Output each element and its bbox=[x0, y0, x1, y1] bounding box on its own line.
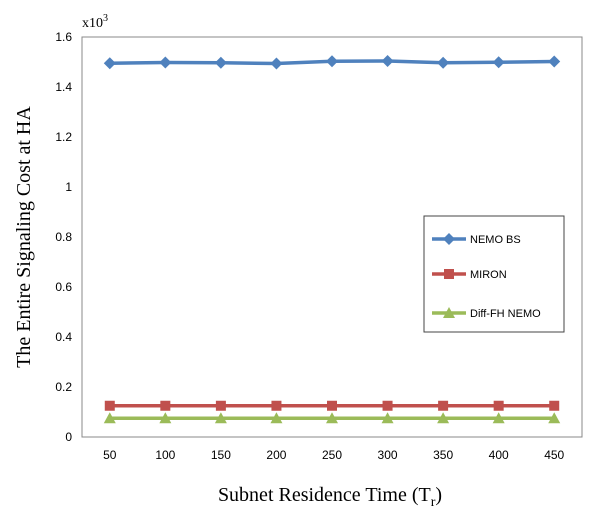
data-point-nemo-bs bbox=[548, 55, 561, 68]
x-tick-label: 400 bbox=[489, 448, 509, 462]
y-tick-labels: 0 0.2 0.4 0.6 0.8 1 1.2 1.4 1.6 bbox=[55, 30, 72, 444]
legend-marker bbox=[444, 269, 454, 279]
series-layer bbox=[103, 55, 561, 424]
legend-label: NEMO BS bbox=[470, 234, 521, 246]
data-point-diff-fh-nemo bbox=[437, 412, 450, 424]
x-tick-label: 150 bbox=[211, 448, 231, 462]
y-tick-label: 1 bbox=[65, 180, 72, 194]
data-point-diff-fh-nemo bbox=[326, 412, 338, 424]
y-tick-label: 1.4 bbox=[55, 80, 72, 94]
x-tick-label: 450 bbox=[544, 448, 564, 462]
data-point-diff-fh-nemo bbox=[103, 412, 116, 424]
legend-item-nemo-bs: NEMO BS bbox=[432, 233, 521, 246]
x-tick-label: 300 bbox=[378, 448, 398, 462]
y-tick-label: 0.4 bbox=[55, 330, 72, 344]
x-tick-labels: 50 100 150 200 250 300 350 400 450 bbox=[103, 448, 564, 462]
y-tick-label: 1.6 bbox=[55, 30, 72, 44]
y-tick-label: 0 bbox=[65, 430, 72, 444]
legend-label: MIRON bbox=[470, 269, 507, 281]
x-tick-label: 200 bbox=[266, 448, 286, 462]
legend-marker bbox=[443, 233, 455, 245]
y-tick-label: 0.2 bbox=[55, 380, 72, 394]
data-point-diff-fh-nemo bbox=[270, 412, 283, 424]
data-point-miron bbox=[382, 400, 393, 411]
data-point-nemo-bs bbox=[437, 56, 450, 69]
x-tick-label: 50 bbox=[103, 448, 117, 462]
data-point-nemo-bs bbox=[214, 56, 227, 69]
y-axis-title: The Entire Signaling Cost at HA bbox=[13, 106, 35, 368]
data-point-miron bbox=[160, 400, 171, 411]
series-nemo-bs bbox=[103, 55, 561, 70]
data-point-miron bbox=[104, 400, 115, 411]
data-point-miron bbox=[215, 400, 226, 411]
x-tick-label: 350 bbox=[433, 448, 453, 462]
x-tick-label: 100 bbox=[155, 448, 175, 462]
data-point-nemo-bs bbox=[270, 57, 283, 70]
data-point-diff-fh-nemo bbox=[492, 412, 505, 424]
data-point-miron bbox=[549, 400, 560, 411]
data-point-diff-fh-nemo bbox=[159, 412, 172, 424]
data-point-nemo-bs bbox=[326, 55, 338, 68]
x-axis-title: Subnet Residence Time (Tr) bbox=[218, 484, 442, 510]
data-point-nemo-bs bbox=[492, 56, 505, 69]
legend-marker bbox=[443, 307, 455, 318]
y-multiplier: x103 bbox=[82, 13, 108, 31]
data-point-nemo-bs bbox=[381, 55, 394, 67]
y-tick-label: 0.8 bbox=[55, 230, 72, 244]
data-point-nemo-bs bbox=[103, 57, 116, 70]
data-point-miron bbox=[327, 400, 337, 411]
data-point-miron bbox=[271, 400, 282, 411]
data-point-diff-fh-nemo bbox=[548, 412, 561, 424]
legend-label: Diff-FH NEMO bbox=[470, 308, 541, 320]
x-tick-label: 250 bbox=[322, 448, 342, 462]
legend: NEMO BS MIRON Diff-FH NEMO bbox=[423, 215, 565, 333]
series-diff-fh-nemo bbox=[103, 412, 561, 424]
y-tick-label: 1.2 bbox=[55, 130, 72, 144]
y-tick-label: 0.6 bbox=[55, 280, 72, 294]
legend-item-diff-fh-nemo: Diff-FH NEMO bbox=[432, 307, 541, 320]
data-point-diff-fh-nemo bbox=[381, 412, 394, 424]
data-point-diff-fh-nemo bbox=[214, 412, 227, 424]
legend-item-miron: MIRON bbox=[432, 269, 507, 281]
data-point-nemo-bs bbox=[159, 56, 172, 69]
series-miron bbox=[104, 400, 560, 411]
data-point-miron bbox=[438, 400, 449, 411]
data-point-miron bbox=[493, 400, 504, 411]
